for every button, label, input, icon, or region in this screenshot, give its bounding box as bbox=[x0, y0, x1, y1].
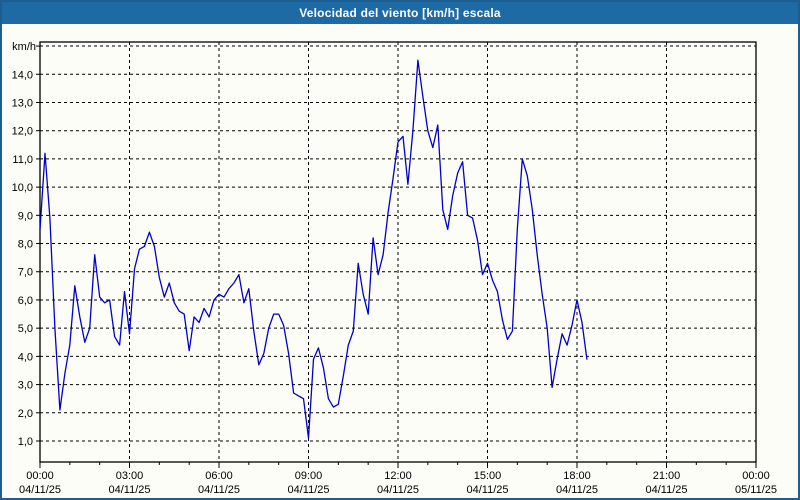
x-tick-time-label: 15:00 bbox=[474, 470, 502, 482]
x-tick-time-label: 06:00 bbox=[205, 470, 233, 482]
plot-frame bbox=[39, 41, 757, 463]
x-tick-date-label: 04/11/25 bbox=[198, 484, 240, 496]
y-tick-label: 14,0 bbox=[12, 69, 33, 81]
x-tick-time-label: 03:00 bbox=[116, 470, 144, 482]
x-tick-time-label: 09:00 bbox=[295, 470, 323, 482]
y-tick-label: 12,0 bbox=[12, 126, 33, 138]
x-tick-date-label: 04/11/25 bbox=[287, 484, 329, 496]
x-tick-time-label: 18:00 bbox=[563, 470, 591, 482]
x-tick-date-label: 05/11/25 bbox=[735, 484, 777, 496]
x-tick-time-label: 00:00 bbox=[26, 470, 54, 482]
x-tick-date-label: 04/11/25 bbox=[19, 484, 61, 496]
x-tick-date-label: 04/11/25 bbox=[645, 484, 687, 496]
y-tick-label: 13,0 bbox=[12, 97, 33, 109]
wind-series-line bbox=[39, 59, 588, 439]
y-tick-label: 4,0 bbox=[18, 351, 33, 363]
y-tick-label: 1,0 bbox=[18, 436, 33, 448]
y-tick-label: 9,0 bbox=[18, 210, 33, 222]
y-tick-label: 2,0 bbox=[18, 408, 33, 420]
y-tick-label: 7,0 bbox=[18, 267, 33, 279]
y-tick-label: 3,0 bbox=[18, 380, 33, 392]
y-axis-unit-label: km/h bbox=[12, 41, 36, 53]
x-tick-time-label: 12:00 bbox=[384, 470, 412, 482]
y-tick-label: 6,0 bbox=[18, 295, 33, 307]
x-tick-time-label: 21:00 bbox=[653, 470, 681, 482]
x-tick-date-label: 04/11/25 bbox=[377, 484, 419, 496]
x-tick-date-label: 04/11/25 bbox=[108, 484, 150, 496]
wind-speed-chart: 1,0 2,0 3,0 4,0 5,0 6,0 7,0 8,0 9,0 10,0 11,0 12,0 1… bbox=[12, 41, 777, 496]
x-tick-time-label: 00:00 bbox=[742, 470, 770, 482]
x-tick-date-label: 04/11/25 bbox=[466, 484, 508, 496]
plot-area: 1,0 2,0 3,0 4,0 5,0 6,0 7,0 8,0 9,0 10,0 11,0 12,0 1… bbox=[2, 24, 798, 498]
y-tick-label: 11,0 bbox=[12, 154, 33, 166]
window-title: Velocidad del viento [km/h] escala bbox=[299, 6, 501, 20]
window-titlebar: Velocidad del viento [km/h] escala bbox=[2, 2, 798, 24]
y-tick-label: 8,0 bbox=[18, 239, 33, 251]
y-tick-label: 10,0 bbox=[12, 182, 33, 194]
x-tick-date-label: 04/11/25 bbox=[556, 484, 598, 496]
y-tick-label: 5,0 bbox=[18, 323, 33, 335]
